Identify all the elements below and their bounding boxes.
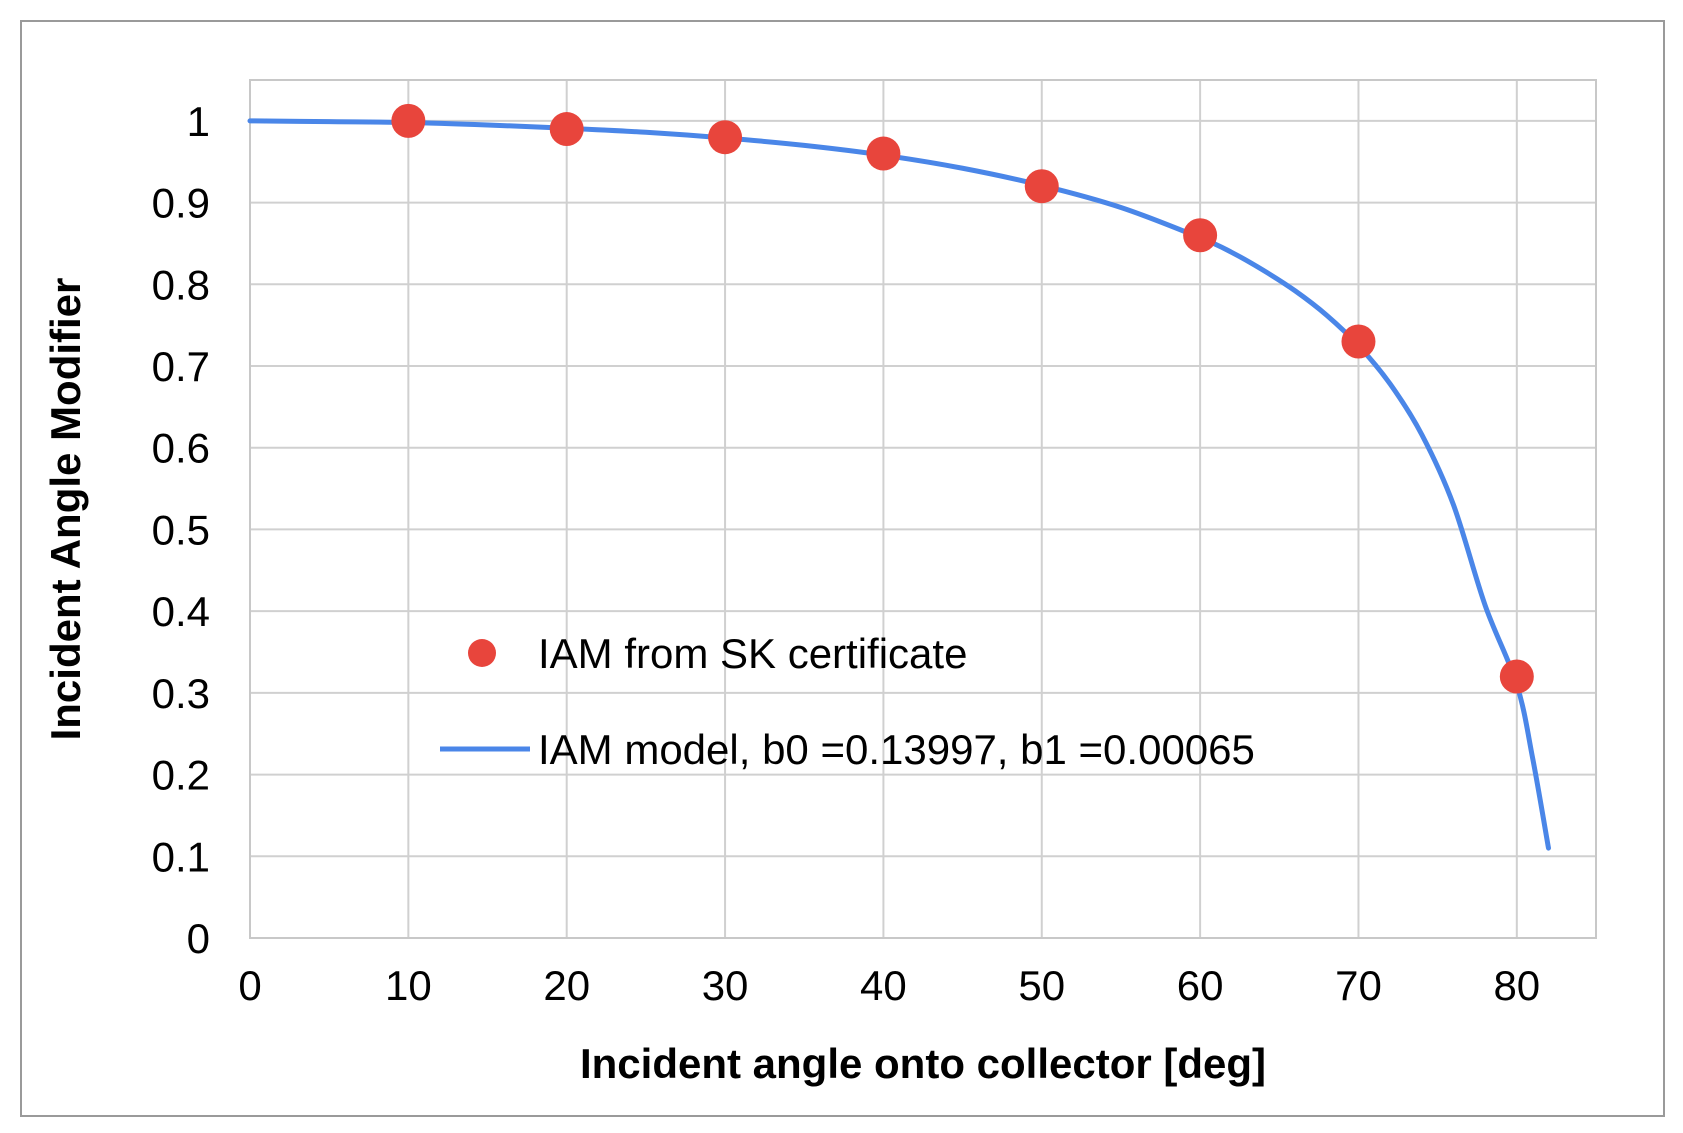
x-tick-label: 50 <box>1018 962 1065 1009</box>
x-tick-label: 40 <box>860 962 907 1009</box>
y-tick-label: 0.6 <box>152 425 210 472</box>
x-tick-label: 60 <box>1177 962 1224 1009</box>
y-axis-ticks: 0 0.1 0.2 0.3 0.4 0.5 0.6 0.7 0.8 0.9 1 <box>152 98 210 962</box>
data-point-marker <box>1341 324 1376 359</box>
x-axis-ticks: 0 10 20 30 40 50 60 70 80 <box>238 962 1540 1009</box>
data-point-marker <box>708 120 743 155</box>
data-point-marker <box>391 103 426 138</box>
legend: IAM from SK certificate IAM model, b0 =0… <box>440 630 1255 773</box>
data-point-marker <box>549 112 584 147</box>
legend-marker-icon <box>468 639 496 667</box>
x-axis-title: Incident angle onto collector [deg] <box>580 1040 1266 1087</box>
data-point-marker <box>1499 659 1534 694</box>
y-tick-label: 0.9 <box>152 180 210 227</box>
y-tick-label: 0.7 <box>152 343 210 390</box>
data-point-marker <box>866 136 901 171</box>
data-point-marker <box>1024 169 1059 204</box>
legend-label-model: IAM model, b0 =0.13997, b1 =0.00065 <box>538 726 1255 773</box>
y-tick-label: 1 <box>187 98 210 145</box>
x-tick-label: 10 <box>385 962 432 1009</box>
y-tick-label: 0.5 <box>152 506 210 553</box>
data-point-marker <box>1183 218 1218 253</box>
x-tick-label: 30 <box>702 962 749 1009</box>
x-tick-label: 0 <box>238 962 261 1009</box>
y-tick-label: 0.4 <box>152 588 210 635</box>
y-tick-label: 0.8 <box>152 261 210 308</box>
y-tick-label: 0.2 <box>152 752 210 799</box>
x-tick-label: 70 <box>1335 962 1382 1009</box>
y-tick-label: 0.1 <box>152 833 210 880</box>
grid-layer <box>249 80 1596 939</box>
data-markers <box>391 103 1534 694</box>
x-tick-label: 80 <box>1493 962 1540 1009</box>
y-axis-title: Incident Angle Modifier <box>42 278 89 741</box>
y-tick-label: 0.3 <box>152 670 210 717</box>
plot-area <box>249 79 1597 939</box>
legend-label-certificate: IAM from SK certificate <box>538 630 967 677</box>
x-tick-label: 20 <box>543 962 590 1009</box>
y-tick-label: 0 <box>187 915 210 962</box>
